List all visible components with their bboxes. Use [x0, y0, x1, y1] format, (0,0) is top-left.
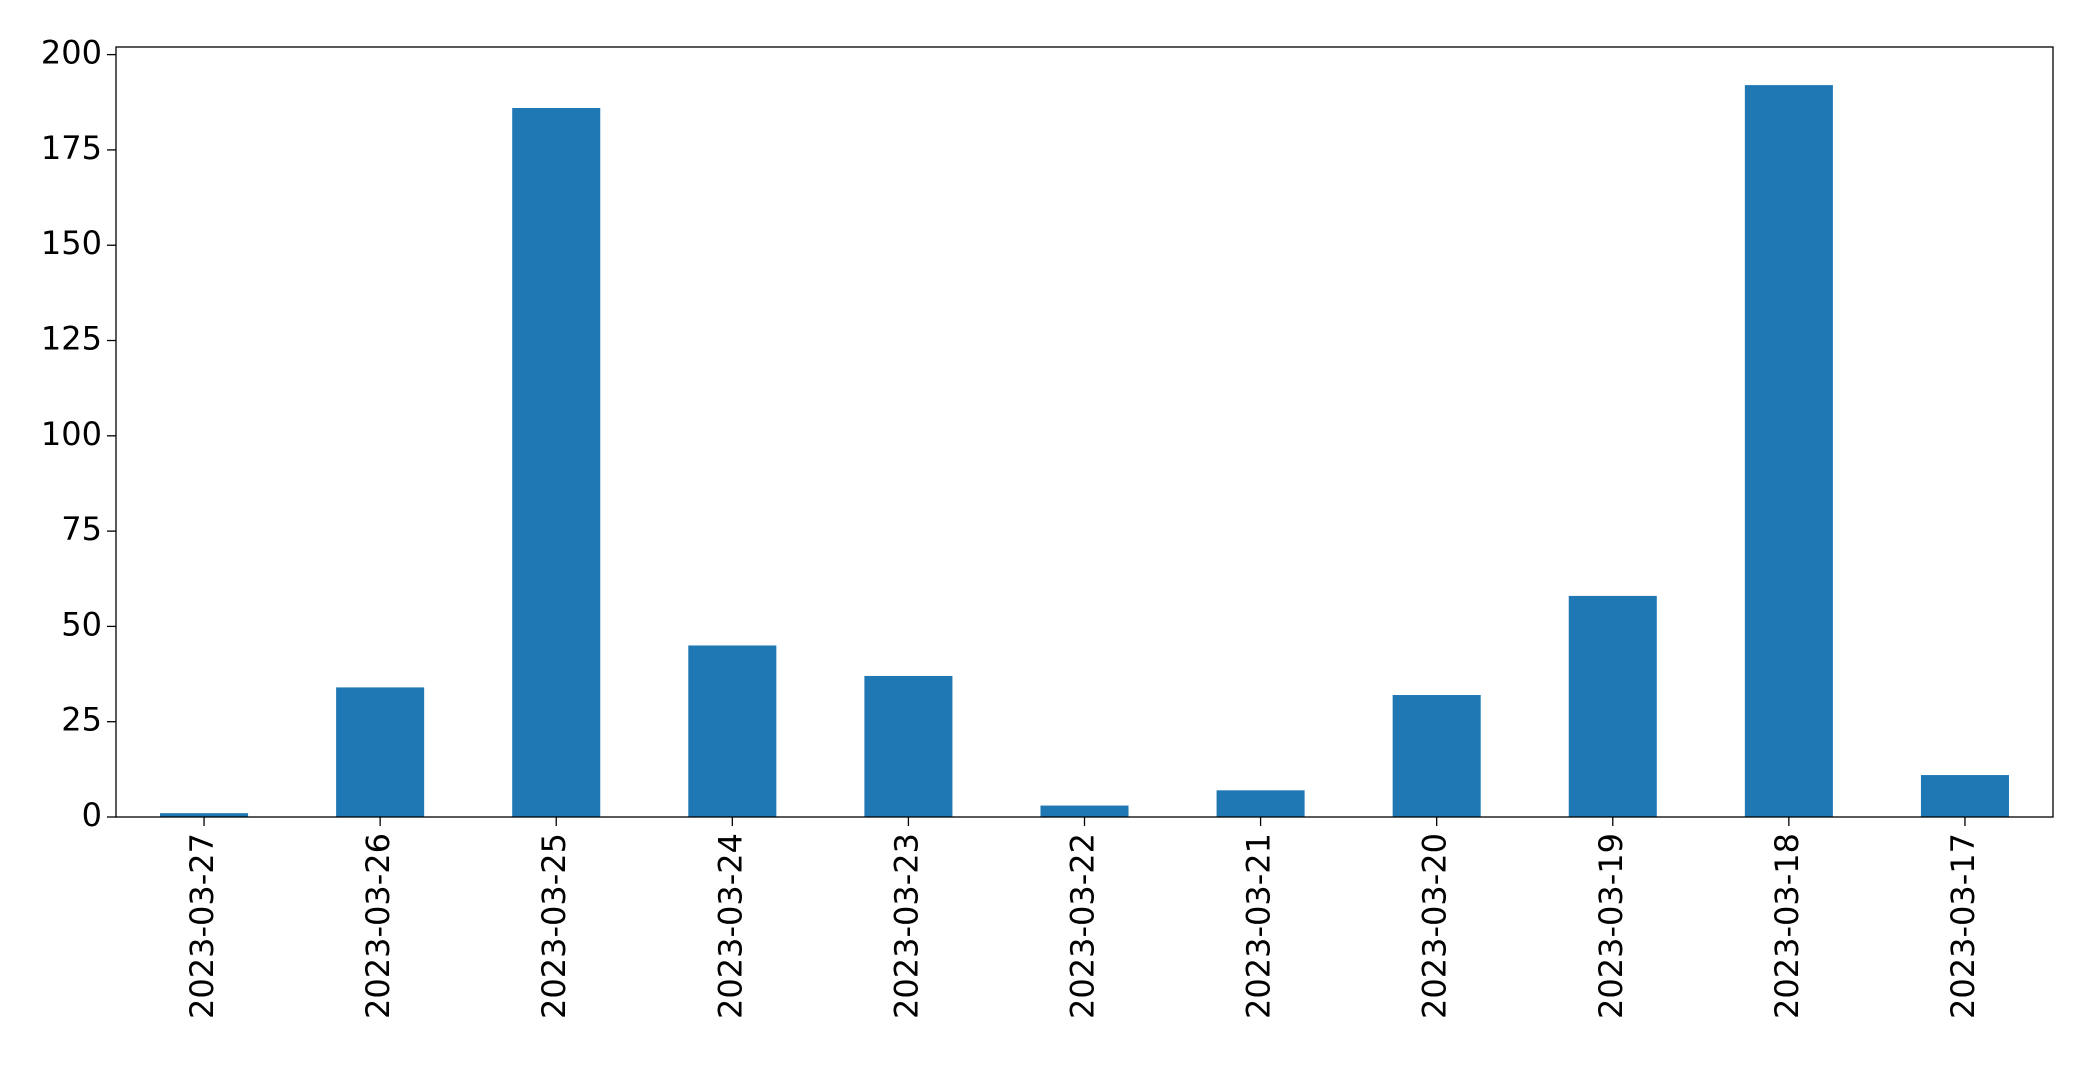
- bar: [512, 107, 601, 817]
- y-tick-label: 175: [41, 129, 102, 167]
- x-tick-label: 2023-03-20: [1416, 833, 1454, 1019]
- bar: [864, 675, 953, 817]
- bar: [688, 645, 777, 817]
- x-tick-label: 2023-03-17: [1944, 833, 1982, 1019]
- bar: [1744, 85, 1833, 817]
- x-tick-label: 2023-03-27: [183, 833, 221, 1019]
- bar: [1920, 775, 2009, 817]
- x-tick-label: 2023-03-18: [1768, 833, 1806, 1019]
- x-tick-label: 2023-03-19: [1592, 833, 1630, 1019]
- y-tick-label: 200: [41, 34, 102, 72]
- bar: [336, 687, 425, 817]
- y-tick-label: 75: [61, 510, 102, 548]
- y-tick-label: 25: [61, 701, 102, 739]
- bar: [1040, 805, 1129, 817]
- y-tick-label: 50: [61, 605, 102, 643]
- x-tick-label: 2023-03-25: [535, 833, 573, 1019]
- y-tick-label: 150: [41, 224, 102, 262]
- x-tick-label: 2023-03-21: [1240, 833, 1278, 1019]
- y-tick-label: 125: [41, 320, 102, 358]
- bar: [1568, 595, 1657, 817]
- y-tick-label: 0: [82, 796, 102, 834]
- bar: [1392, 695, 1481, 817]
- x-tick-label: 2023-03-23: [887, 833, 925, 1019]
- x-tick-label: 2023-03-22: [1064, 833, 1102, 1019]
- x-tick-label: 2023-03-24: [711, 833, 749, 1019]
- y-tick-label: 100: [41, 415, 102, 453]
- plot-frame: [115, 46, 2054, 818]
- x-tick-label: 2023-03-26: [359, 833, 397, 1019]
- bar: [1216, 790, 1305, 817]
- bar: [160, 813, 249, 817]
